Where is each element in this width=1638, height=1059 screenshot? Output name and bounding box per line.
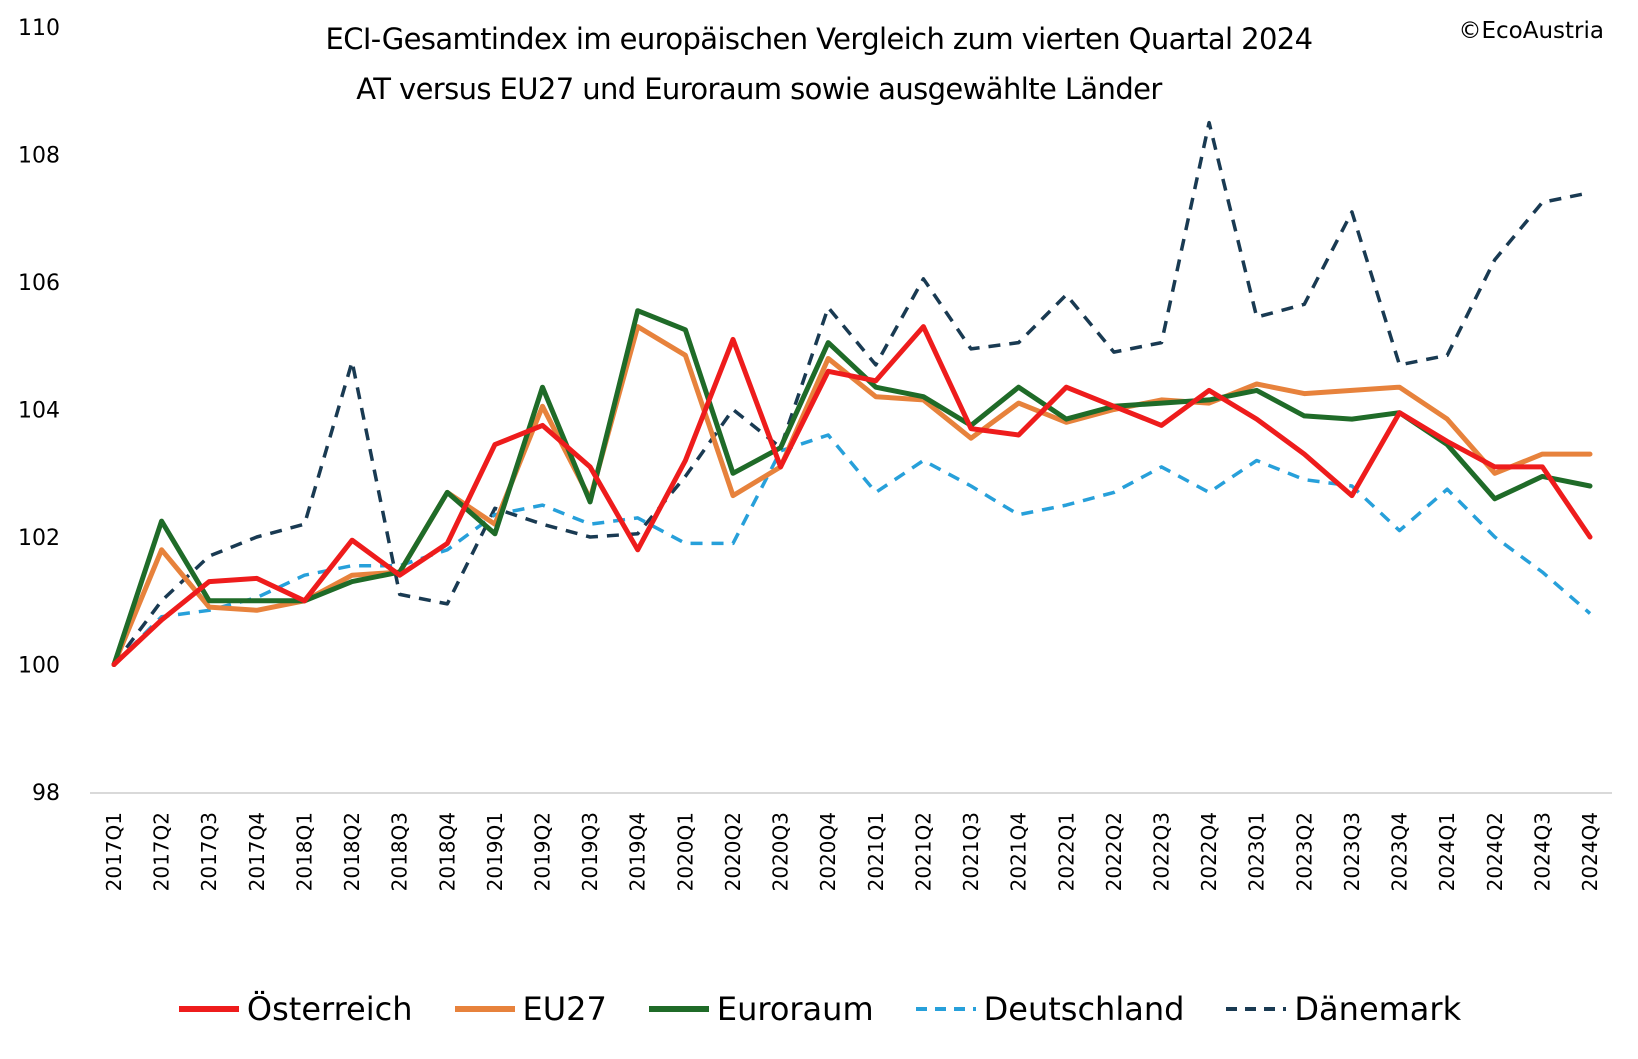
x-tick-label: 2023Q1: [1245, 812, 1269, 891]
x-tick-label: 2024Q1: [1435, 812, 1459, 891]
x-tick-label: 2022Q1: [1054, 812, 1078, 891]
x-tick-label: 2018Q2: [340, 812, 364, 891]
legend-label: Dänemark: [1294, 990, 1462, 1028]
legend-label: Deutschland: [983, 990, 1185, 1028]
y-axis-ticks: 98 100 102 104 106 108 110: [18, 16, 60, 806]
x-tick-label: 2018Q3: [388, 812, 412, 891]
x-tick-label: 2018Q1: [292, 812, 316, 891]
x-tick-label: 2020Q4: [816, 812, 840, 891]
x-tick-label: 2023Q4: [1388, 812, 1412, 891]
x-tick-label: 2020Q2: [721, 812, 745, 891]
y-tick-label: 102: [18, 526, 60, 551]
x-tick-label: 2023Q3: [1340, 812, 1364, 891]
legend-item: Dänemark: [1224, 990, 1461, 1028]
x-tick-label: 2021Q1: [864, 812, 888, 891]
series-line-österreich: [111, 324, 1593, 667]
legend-label: Österreich: [246, 990, 413, 1028]
x-tick-label: 2019Q2: [531, 812, 555, 891]
legend: Österreich EU27 Euroraum Deutschland Dänemar…: [0, 990, 1638, 1028]
series-line-euroraum: [111, 308, 1593, 667]
x-tick-label: 2024Q3: [1530, 812, 1554, 891]
y-tick-label: 110: [18, 16, 60, 41]
x-tick-label: 2021Q2: [911, 812, 935, 891]
x-tick-label: 2022Q4: [1197, 812, 1221, 891]
x-tick-label: 2021Q3: [959, 812, 983, 891]
x-tick-label: 2017Q3: [197, 812, 221, 891]
legend-item: EU27: [453, 990, 607, 1028]
x-tick-label: 2019Q1: [483, 812, 507, 891]
y-tick-label: 104: [18, 399, 60, 424]
legend-swatch: [178, 1006, 239, 1012]
legend-item: Österreich: [177, 990, 413, 1028]
y-tick-label: 98: [32, 781, 60, 806]
legend-label: Euroraum: [716, 990, 874, 1028]
x-tick-label: 2019Q3: [578, 812, 602, 891]
chart-title: ECI-Gesamtindex im europäischen Vergleic…: [325, 22, 1313, 56]
chart-subtitle: AT versus EU27 und Euroraum sowie ausgew…: [356, 72, 1162, 106]
x-tick-label: 2017Q2: [150, 812, 174, 891]
x-tick-label: 2017Q1: [102, 812, 126, 891]
y-tick-label: 106: [18, 271, 60, 296]
x-tick-label: 2021Q4: [1007, 812, 1031, 891]
legend-swatch: [915, 1007, 976, 1011]
series-line-dänemark: [112, 120, 1591, 666]
copyright-watermark: ©EcoAustria: [1458, 18, 1604, 44]
x-tick-label: 2022Q2: [1102, 812, 1126, 891]
x-tick-label: 2022Q3: [1149, 812, 1173, 891]
x-tick-label: 2019Q4: [626, 812, 650, 891]
x-tick-label: 2024Q2: [1483, 812, 1507, 891]
series-line-deutschland: [112, 433, 1592, 666]
y-tick-label: 100: [18, 654, 60, 679]
y-tick-label: 108: [18, 144, 60, 169]
x-tick-label: 2023Q2: [1292, 812, 1316, 891]
x-tick-label: 2018Q4: [435, 812, 459, 891]
legend-swatch: [648, 1006, 709, 1012]
x-tick-label: 2024Q4: [1578, 812, 1602, 891]
legend-item: Euroraum: [647, 990, 874, 1028]
legend-label: EU27: [522, 990, 607, 1028]
x-tick-label: 2020Q3: [769, 812, 793, 891]
x-tick-label: 2017Q4: [245, 812, 269, 891]
legend-swatch: [1226, 1007, 1287, 1011]
legend-item: Deutschland: [914, 990, 1185, 1028]
x-axis-ticks: 2017Q1 2017Q2 2017Q3 2017Q4 2018Q1 2018Q2 2018…: [102, 812, 1602, 891]
series-lines: [111, 120, 1593, 667]
x-tick-label: 2020Q1: [673, 812, 697, 891]
legend-swatch: [454, 1006, 515, 1012]
